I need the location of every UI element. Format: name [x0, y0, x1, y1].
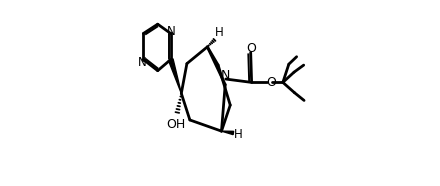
Text: H: H: [215, 26, 224, 39]
Text: H: H: [234, 128, 242, 141]
Text: OH: OH: [166, 118, 185, 131]
Text: N: N: [167, 25, 176, 38]
Polygon shape: [169, 59, 181, 93]
Text: O: O: [267, 76, 276, 89]
Text: N: N: [138, 56, 147, 69]
Text: O: O: [246, 42, 256, 55]
Polygon shape: [221, 131, 234, 135]
Text: N: N: [220, 69, 230, 82]
